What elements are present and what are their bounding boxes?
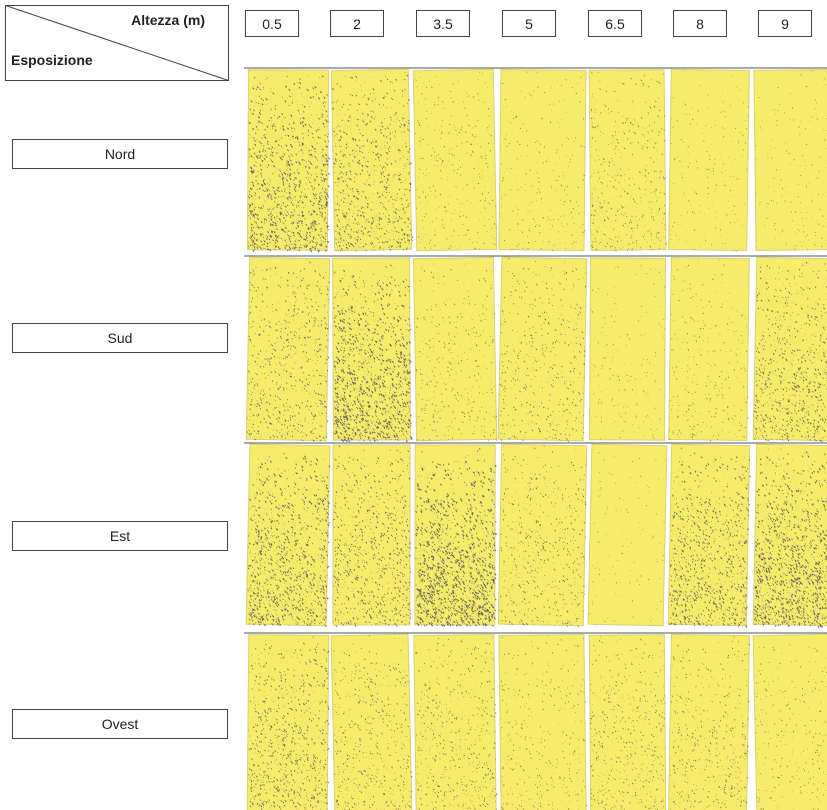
card-paper — [752, 443, 827, 627]
droplet-stains — [500, 636, 588, 810]
spray-card — [587, 443, 668, 627]
card-paper — [498, 633, 587, 810]
height-header: 6.5 — [588, 10, 642, 37]
row-axis-title: Esposizione — [11, 52, 93, 68]
height-header: 3.5 — [416, 10, 470, 37]
spray-card — [752, 443, 827, 629]
card-paper — [588, 69, 667, 251]
droplet-stains — [753, 448, 827, 629]
card-paper — [498, 69, 587, 251]
spray-card — [668, 633, 751, 810]
spray-card — [498, 69, 587, 251]
exposure-label: Sud — [12, 323, 228, 353]
column-axis-title: Altezza (m) — [131, 12, 205, 28]
exposure-label: Est — [12, 521, 228, 551]
card-paper — [668, 256, 750, 442]
spray-card — [245, 256, 331, 442]
spray-card — [414, 444, 498, 627]
spray-card — [412, 256, 498, 442]
exposure-label: Ovest — [12, 709, 228, 739]
droplet-stains — [247, 636, 330, 810]
card-paper — [332, 444, 411, 626]
card-paper — [668, 633, 750, 810]
card-paper — [245, 256, 331, 442]
spray-card — [497, 443, 588, 628]
card-paper — [412, 256, 498, 442]
droplet-stains — [498, 445, 587, 628]
spray-card — [497, 256, 588, 443]
spray-card — [752, 633, 827, 810]
spray-card — [413, 633, 498, 810]
height-header: 5 — [502, 10, 556, 37]
spray-card — [498, 633, 588, 810]
height-header: 9 — [758, 10, 812, 37]
spray-card — [667, 443, 752, 629]
spray-card — [588, 69, 667, 252]
spray-card — [753, 69, 827, 251]
droplet-stains — [247, 75, 331, 253]
card-paper — [330, 633, 413, 810]
height-header: 0.5 — [245, 10, 299, 37]
height-header: 8 — [673, 10, 727, 37]
spray-card — [330, 633, 413, 810]
card-paper — [330, 68, 413, 252]
card-paper — [412, 68, 498, 252]
droplet-stains — [414, 636, 498, 810]
spray-card — [246, 69, 331, 253]
droplet-stains — [414, 447, 498, 627]
card-paper — [668, 68, 750, 252]
card-paper — [413, 633, 497, 810]
card-paper — [752, 256, 827, 442]
spray-card — [332, 257, 413, 443]
exposure-label: Nord — [12, 139, 228, 169]
height-header: 2 — [330, 10, 384, 37]
spray-card — [588, 634, 667, 810]
spray-card — [668, 256, 750, 442]
spray-card — [412, 68, 498, 252]
corner-cell: Altezza (m) Esposizione — [5, 5, 229, 81]
card-paper — [587, 443, 668, 627]
spray-card — [245, 443, 331, 628]
droplet-stains — [331, 71, 414, 253]
card-paper — [497, 256, 588, 442]
spray-card — [246, 634, 330, 810]
card-paper — [752, 633, 827, 810]
spray-card — [668, 68, 750, 252]
droplet-stains — [333, 635, 413, 810]
droplet-stains — [332, 264, 413, 443]
card-paper — [497, 443, 588, 627]
spray-card — [330, 68, 414, 253]
spray-card — [589, 257, 666, 441]
card-paper — [588, 634, 667, 810]
card-paper — [667, 443, 751, 627]
droplet-stains — [753, 259, 827, 443]
card-paper — [332, 257, 411, 441]
spray-card — [332, 444, 412, 628]
corner-diagonal — [5, 5, 229, 81]
card-paper — [589, 257, 666, 441]
spray-card — [752, 256, 827, 443]
card-paper — [753, 69, 827, 251]
